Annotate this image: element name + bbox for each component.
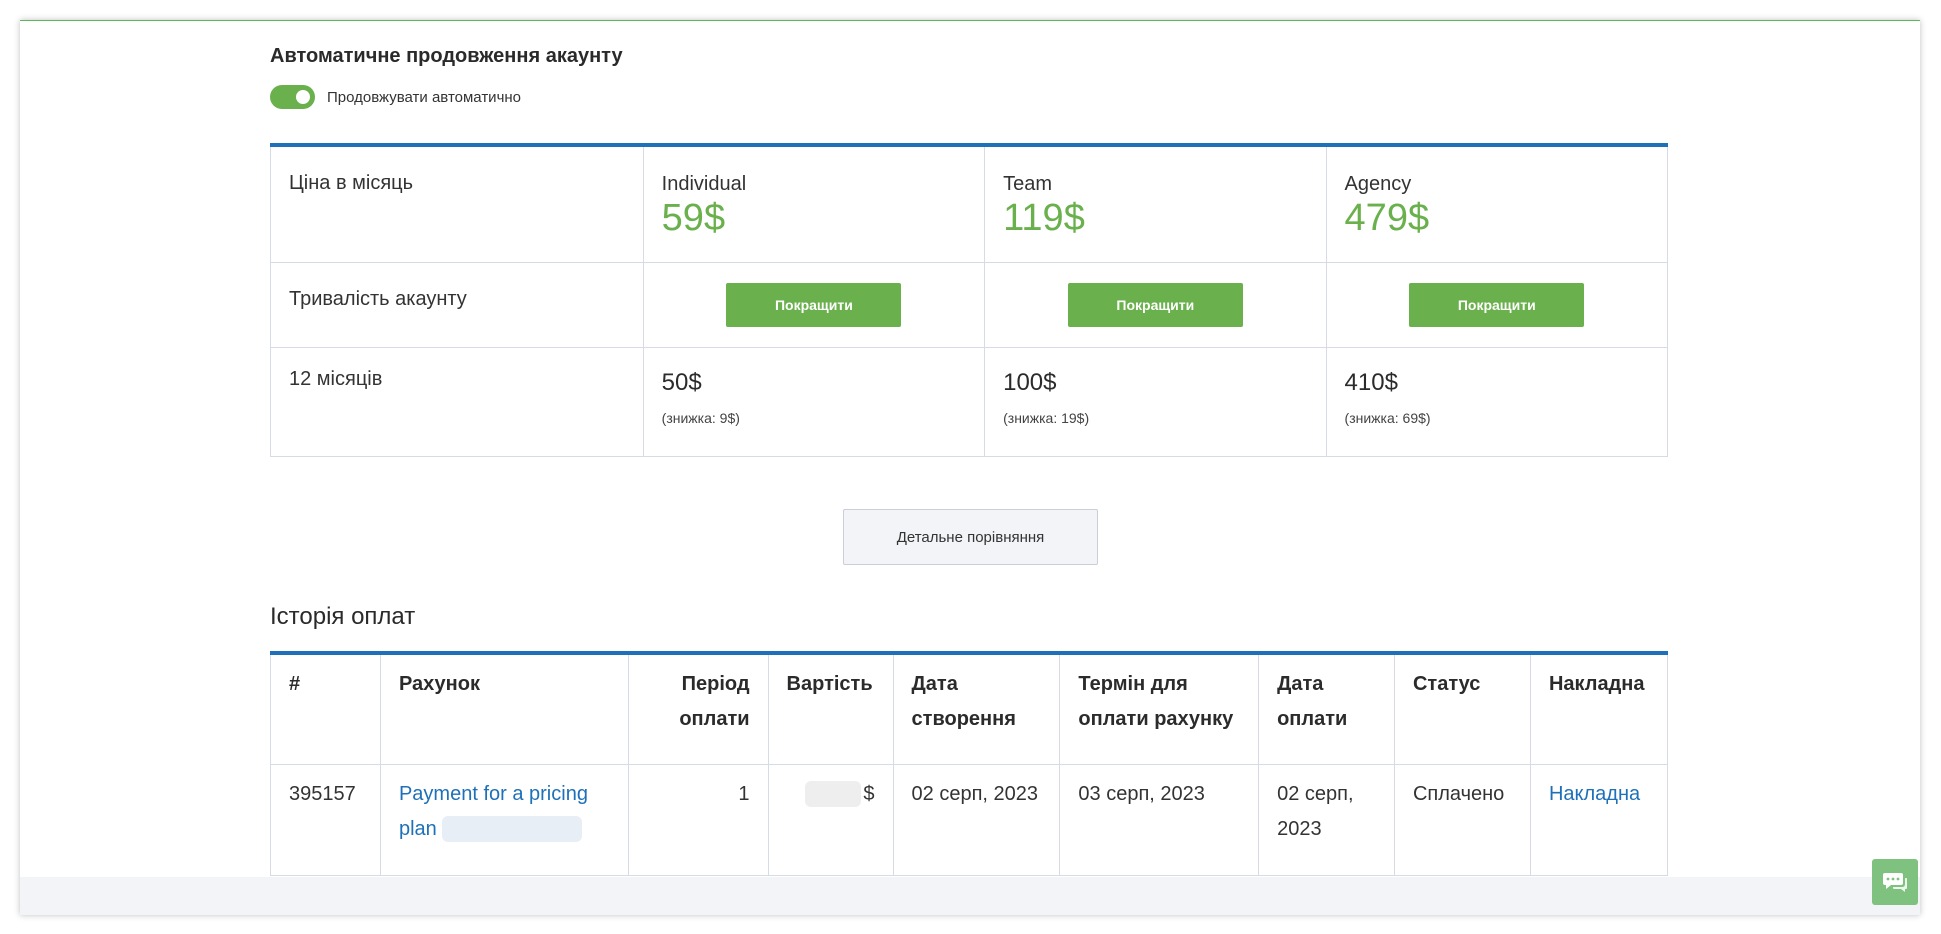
upgrade-cell: Покращити bbox=[984, 261, 1327, 348]
cell-bill: Накладна bbox=[1529, 763, 1669, 876]
price-per-month-label: Ціна в місяць bbox=[270, 144, 644, 263]
chat-icon bbox=[1883, 873, 1907, 892]
upgrade-cell: Покращити bbox=[642, 261, 986, 348]
cell-period: 1 bbox=[627, 763, 769, 876]
cell-amount: $ bbox=[767, 763, 894, 876]
toggle-knob bbox=[296, 90, 310, 104]
term-team: 100$ (знижка: 19$) bbox=[984, 346, 1327, 457]
main-panel: Автоматичне продовження акаунту Продовжу… bbox=[20, 20, 1920, 915]
term-discount: (знижка: 19$) bbox=[1003, 409, 1090, 426]
upgrade-cell: Покращити bbox=[1325, 261, 1669, 348]
pricing-row-term: 12 місяців 50$ (знижка: 9$) 100$ (знижка… bbox=[270, 346, 1669, 457]
cell-invoice: Payment for a pricing plan bbox=[379, 763, 629, 876]
term-price: 410$ bbox=[1344, 368, 1398, 396]
upgrade-agency-button[interactable]: Покращити bbox=[1409, 282, 1585, 327]
pricing-table: Ціна в місяць Individual 59$ Team 119$ A… bbox=[270, 143, 1669, 457]
plan-name: Individual bbox=[661, 173, 747, 195]
col-header-due: Термін для оплати рахунку bbox=[1059, 652, 1260, 765]
table-header-row: # Рахунок Період оплати Вартість Дата ст… bbox=[270, 652, 1669, 765]
col-header-created: Дата створення bbox=[892, 652, 1061, 765]
col-header-amount: Вартість bbox=[767, 652, 894, 765]
col-header-id: # bbox=[270, 652, 381, 765]
col-header-bill: Накладна bbox=[1529, 652, 1669, 765]
plan-individual: Individual 59$ bbox=[642, 144, 986, 263]
plan-price: 59$ bbox=[661, 197, 726, 239]
bill-link[interactable]: Накладна bbox=[1548, 782, 1641, 805]
autorenew-row: Продовжувати автоматично bbox=[270, 85, 521, 109]
term-discount: (знижка: 69$) bbox=[1344, 409, 1431, 426]
table-row: 395157 Payment for a pricing plan 1 $ 02… bbox=[270, 763, 1669, 876]
amount-currency: $ bbox=[863, 782, 875, 805]
duration-label: Тривалість акаунту bbox=[270, 261, 644, 348]
col-header-paid: Дата оплати bbox=[1258, 652, 1395, 765]
pricing-row-duration: Тривалість акаунту Покращити Покращити П… bbox=[270, 261, 1669, 348]
plan-price: 119$ bbox=[1003, 197, 1085, 239]
redacted-amount bbox=[805, 781, 862, 808]
term-agency: 410$ (знижка: 69$) bbox=[1325, 346, 1669, 457]
autorenew-toggle[interactable] bbox=[270, 85, 315, 109]
plan-name: Agency bbox=[1344, 173, 1412, 195]
upgrade-team-button[interactable]: Покращити bbox=[1067, 282, 1243, 327]
plan-team: Team 119$ bbox=[984, 144, 1327, 263]
autorenew-title: Автоматичне продовження акаунту bbox=[270, 45, 623, 67]
upgrade-individual-button[interactable]: Покращити bbox=[726, 282, 902, 327]
redacted-text bbox=[442, 816, 583, 843]
term-label: 12 місяців bbox=[270, 346, 644, 457]
payment-history-table: # Рахунок Період оплати Вартість Дата ст… bbox=[270, 651, 1669, 876]
payment-history-title: Історія оплат bbox=[270, 603, 416, 630]
col-header-period: Період оплати bbox=[627, 652, 769, 765]
detailed-comparison-button[interactable]: Детальне порівняння bbox=[843, 509, 1098, 565]
cell-status: Сплачено bbox=[1393, 763, 1531, 876]
cell-id: 395157 bbox=[270, 763, 381, 876]
term-price: 100$ bbox=[1003, 368, 1057, 396]
col-header-status: Статус bbox=[1393, 652, 1531, 765]
autorenew-toggle-label: Продовжувати автоматично bbox=[327, 88, 522, 106]
col-header-invoice: Рахунок bbox=[379, 652, 629, 765]
cell-due: 03 серп, 2023 bbox=[1059, 763, 1260, 876]
cell-created: 02 серп, 2023 bbox=[892, 763, 1061, 876]
plan-price: 479$ bbox=[1344, 197, 1430, 239]
pricing-row-price: Ціна в місяць Individual 59$ Team 119$ A… bbox=[270, 144, 1669, 263]
term-discount: (знижка: 9$) bbox=[661, 409, 740, 426]
plan-agency: Agency 479$ bbox=[1325, 144, 1669, 263]
cell-paid: 02 серп, 2023 bbox=[1258, 763, 1395, 876]
plan-name: Team bbox=[1003, 173, 1053, 195]
chat-button[interactable] bbox=[1872, 859, 1918, 905]
footer-strip bbox=[20, 877, 1920, 915]
term-individual: 50$ (знижка: 9$) bbox=[642, 346, 986, 457]
term-price: 50$ bbox=[661, 368, 702, 396]
invoice-link[interactable]: Payment for a pricing plan bbox=[398, 782, 588, 840]
